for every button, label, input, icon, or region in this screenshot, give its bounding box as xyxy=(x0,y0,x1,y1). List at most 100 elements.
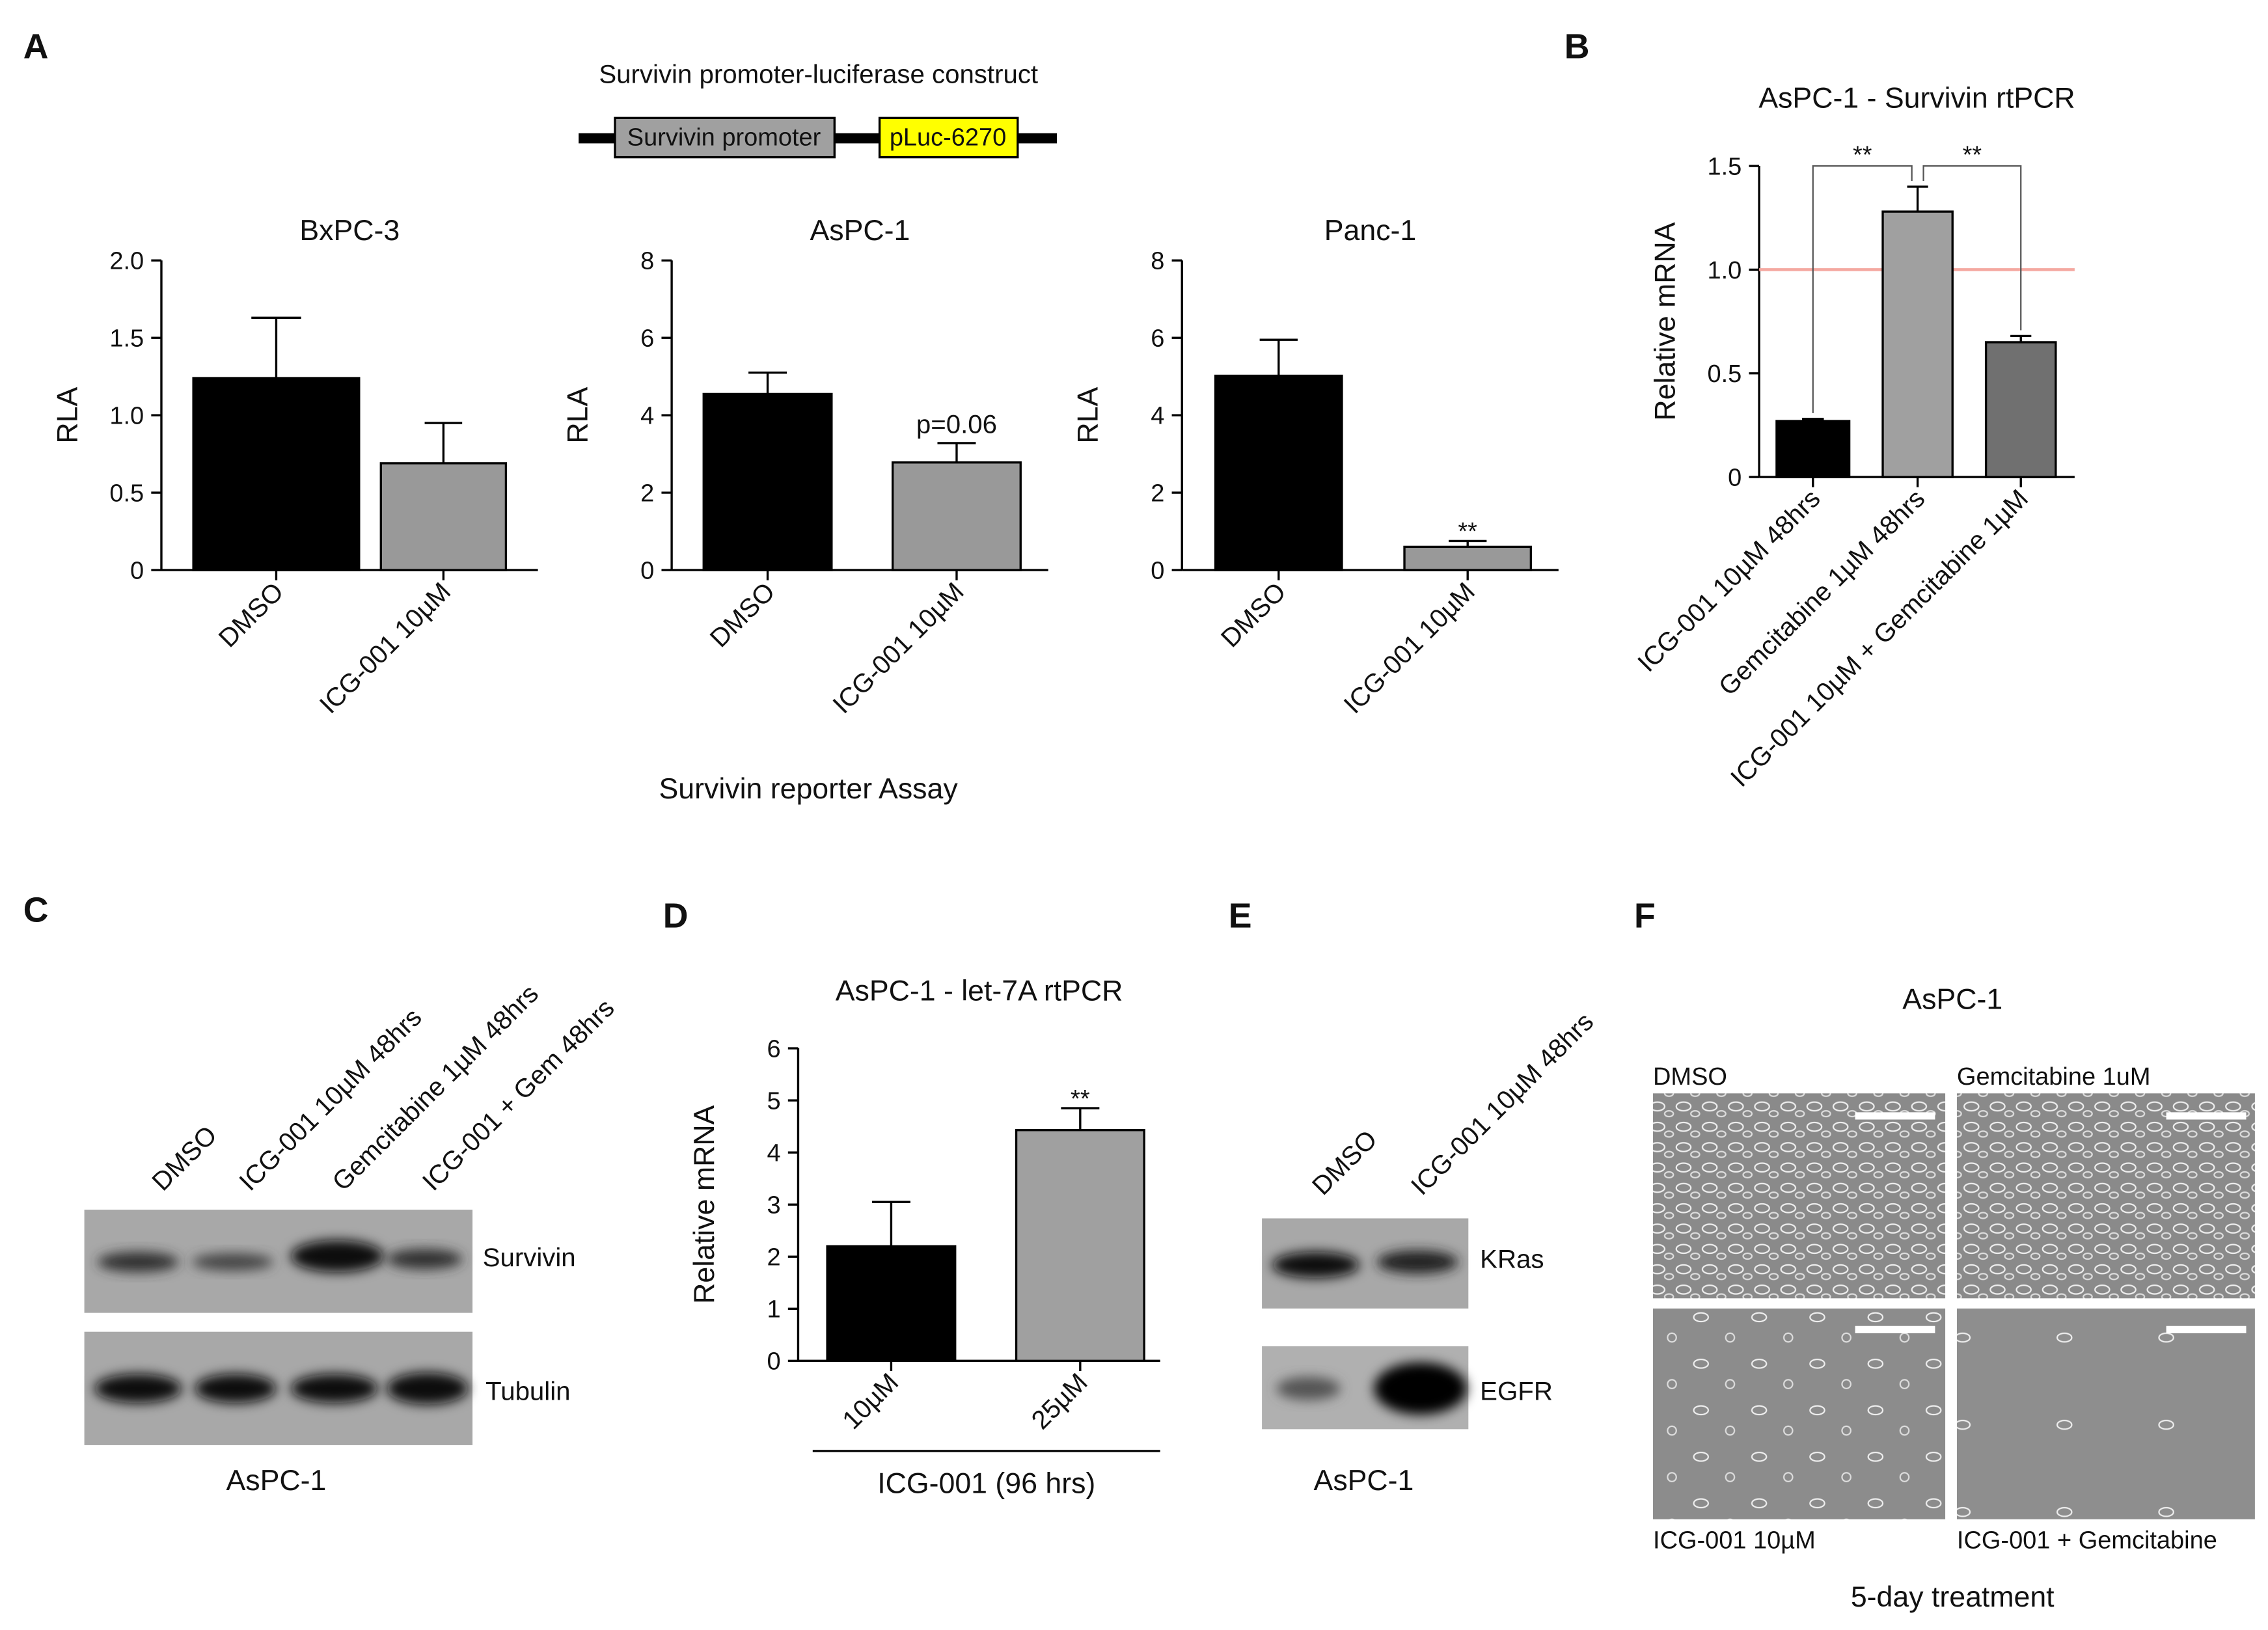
panel-label: D xyxy=(663,897,689,936)
scale-bar xyxy=(2166,1325,2247,1333)
bar-annotation: ** xyxy=(1458,518,1477,545)
cell-line: AsPC-1 xyxy=(226,1465,327,1497)
x-tick-label: ICG-001 10µM 48hrs xyxy=(1632,483,1826,677)
reporter-label: pLuc-6270 xyxy=(890,124,1006,152)
chart-title: AsPC-1 xyxy=(810,215,910,247)
y-tick-label: 3 xyxy=(767,1192,781,1219)
panel-title: AsPC-1 xyxy=(1902,984,2002,1016)
y-tick-label: 0 xyxy=(130,557,144,584)
band xyxy=(290,1374,378,1404)
y-axis-label: RLA xyxy=(51,387,83,444)
bar-annotation: p=0.06 xyxy=(916,409,997,439)
bar xyxy=(1984,341,2057,478)
bar-annotation: ** xyxy=(1071,1085,1090,1113)
y-tick-label: 6 xyxy=(767,1035,781,1063)
cell-line: AsPC-1 xyxy=(1314,1465,1414,1497)
band xyxy=(290,1240,384,1273)
y-axis-label: Relative mRNA xyxy=(689,1105,720,1303)
reporter-box xyxy=(878,116,1019,159)
panel-label: F xyxy=(1634,897,1656,936)
bar xyxy=(1881,210,1954,478)
y-tick-label: 4 xyxy=(640,403,654,430)
y-tick-label: 1.5 xyxy=(1708,153,1742,180)
band xyxy=(1276,1376,1341,1400)
bar xyxy=(1775,420,1851,478)
y-tick-label: 5 xyxy=(767,1088,781,1115)
band-label: Tubulin xyxy=(485,1377,570,1406)
x-tick-label: ICG-001 10µM xyxy=(314,577,456,719)
image-label: DMSO xyxy=(1653,1063,1727,1091)
band-label: KRas xyxy=(1480,1244,1544,1273)
x-tick-label: DMSO xyxy=(1215,577,1291,653)
y-tick-label: 0.5 xyxy=(1708,360,1742,388)
significance-bracket xyxy=(1922,165,2022,331)
y-tick-label: 0 xyxy=(640,557,654,584)
x-tick-label: DMSO xyxy=(213,577,289,653)
band xyxy=(1272,1251,1359,1279)
bar xyxy=(891,461,1022,571)
lane-label: ICG-001 10µM 48hrs xyxy=(1405,1007,1599,1201)
y-tick-label: 0 xyxy=(1151,557,1164,584)
band xyxy=(387,1372,469,1405)
y-tick-label: 1.5 xyxy=(109,325,144,353)
y-tick-label: 2 xyxy=(1151,480,1164,508)
y-tick-label: 4 xyxy=(1151,403,1164,430)
band xyxy=(94,1374,182,1404)
y-tick-label: 0 xyxy=(1728,465,1742,492)
x-tick-label: ICG-001 10µM xyxy=(1338,577,1481,719)
y-tick-label: 2 xyxy=(640,480,654,508)
micrograph xyxy=(1653,1308,1946,1519)
blot-c xyxy=(84,1210,473,1445)
lane-label: DMSO xyxy=(146,1120,223,1196)
y-tick-label: 1.0 xyxy=(1708,257,1742,284)
y-tick-label: 2 xyxy=(767,1244,781,1271)
lane-label: ICG-001 10µM 48hrs xyxy=(234,1003,428,1197)
significance-bracket xyxy=(1812,165,1913,413)
bar xyxy=(379,462,508,571)
scale-bar xyxy=(1855,1325,1935,1333)
band xyxy=(191,1253,273,1271)
image-label: Gemcitabine 1uM xyxy=(1957,1063,2151,1091)
micrograph xyxy=(1956,1308,2255,1519)
band xyxy=(1376,1250,1458,1274)
band xyxy=(1374,1362,1468,1415)
blot-e xyxy=(1262,1218,1469,1430)
y-tick-label: 1 xyxy=(767,1296,781,1324)
y-axis-label: RLA xyxy=(562,387,594,444)
chart-title: BxPC-3 xyxy=(299,215,400,247)
band-label: Survivin xyxy=(483,1243,576,1272)
x-tick-label: Gemcitabine 1µM 48hrs xyxy=(1713,483,1930,701)
bar xyxy=(1015,1129,1145,1363)
x-tick-label: 10µM xyxy=(837,1368,905,1435)
micrograph xyxy=(1956,1093,2255,1299)
x-tick-label: ICG-001 10µM xyxy=(827,577,970,719)
band xyxy=(195,1374,277,1404)
x-tick-label: DMSO xyxy=(704,577,780,653)
y-tick-label: 6 xyxy=(640,325,654,353)
chart-title: Panc-1 xyxy=(1324,215,1417,247)
y-tick-label: 0.5 xyxy=(109,480,144,508)
y-tick-label: 8 xyxy=(1151,248,1164,275)
caption: 5-day treatment xyxy=(1851,1581,2055,1613)
promoter-box xyxy=(614,116,836,159)
caption: Survivin reporter Assay xyxy=(659,773,959,805)
chart-title: AsPC-1 - let-7A rtPCR xyxy=(836,975,1123,1007)
lane-label: DMSO xyxy=(1306,1124,1382,1201)
y-tick-label: 2.0 xyxy=(109,248,144,275)
band xyxy=(97,1251,179,1273)
band xyxy=(387,1249,463,1270)
x-axis-label: ICG-001 (96 hrs) xyxy=(877,1468,1095,1500)
y-tick-label: 6 xyxy=(1151,325,1164,353)
significance-label: ** xyxy=(1853,142,1872,169)
band-label: EGFR xyxy=(1480,1377,1553,1406)
promoter-label: Survivin promoter xyxy=(627,124,821,152)
panel-label: B xyxy=(1564,27,1590,66)
bar xyxy=(826,1245,957,1363)
bar xyxy=(1403,545,1533,571)
micrograph xyxy=(1653,1093,1946,1299)
image-label: ICG-001 10µM xyxy=(1653,1527,1816,1555)
construct-title: Survivin promoter-luciferase construct xyxy=(599,60,1038,89)
significance-label: ** xyxy=(1963,142,1982,169)
y-axis-label: RLA xyxy=(1073,387,1104,444)
